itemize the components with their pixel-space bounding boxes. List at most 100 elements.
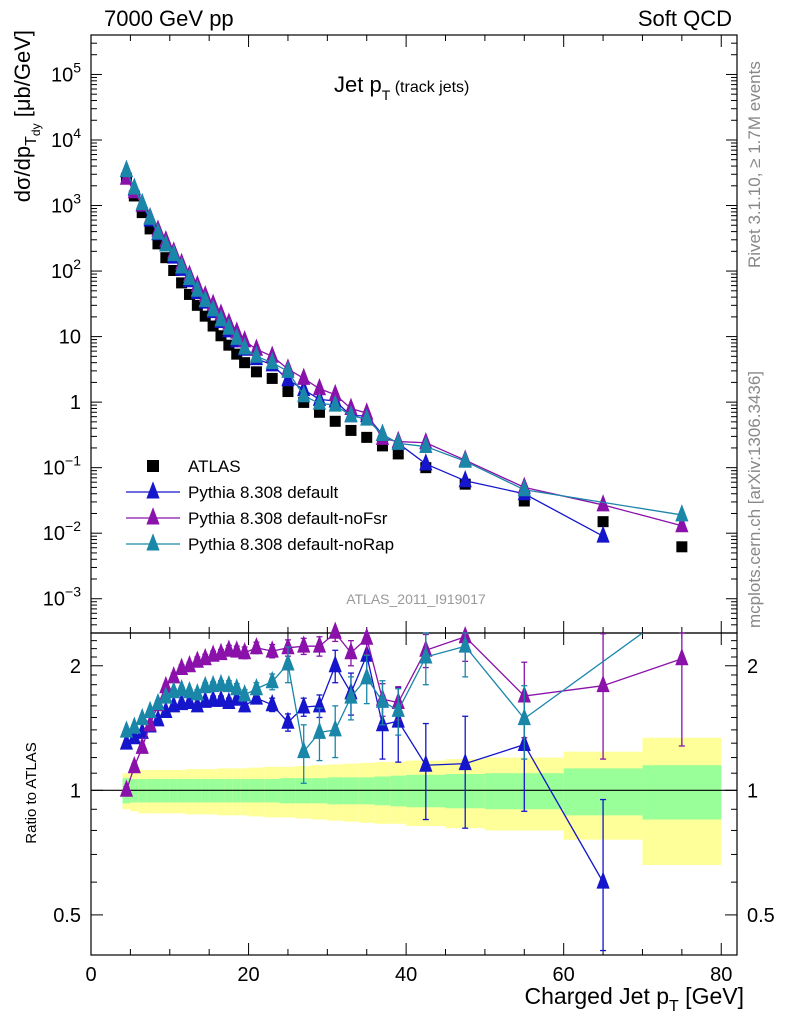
y-tick-label: 10 (59, 327, 81, 349)
ratio-point (297, 740, 311, 759)
y-tick-label: 10−3 (43, 584, 81, 611)
legend-label: Pythia 8.308 default-noFsr (188, 509, 388, 528)
ratio-y-tick-label: 1 (70, 780, 81, 802)
data-point (199, 310, 211, 322)
data-point (222, 317, 236, 335)
legend-label: Pythia 8.308 default (188, 483, 339, 502)
ratio-point (328, 654, 342, 673)
data-point (313, 406, 325, 418)
ratio-point (214, 673, 228, 692)
data-point (597, 516, 609, 528)
data-point (215, 330, 227, 342)
data-point (168, 264, 180, 276)
ratio-point (159, 675, 173, 694)
x-tick-label: 40 (395, 964, 417, 986)
ratio-point (143, 700, 157, 719)
ratio-point (360, 627, 374, 645)
ratio-point (360, 667, 374, 685)
ratio-point (151, 709, 165, 727)
ratio-point (174, 678, 189, 697)
data-point (238, 337, 252, 355)
ratio-point (127, 726, 141, 745)
ratio-point (238, 641, 252, 660)
data-point (328, 394, 342, 412)
data-point (375, 423, 390, 442)
data-point (675, 514, 689, 533)
data-point (360, 408, 374, 426)
data-point (266, 372, 278, 384)
data-point (281, 360, 295, 378)
data-point (119, 159, 134, 178)
data-point (676, 541, 688, 553)
data-point (517, 478, 531, 497)
data-point (239, 357, 251, 369)
ratio-point (265, 670, 279, 689)
ratio-y-tick-label: 2 (747, 656, 758, 678)
ratio-point (238, 684, 252, 702)
data-point (675, 504, 689, 522)
y-axis-label: dσ/dpTdy [μb/GeV] (10, 30, 43, 202)
series-3 (119, 159, 689, 522)
data-point (376, 440, 388, 452)
data-point (231, 348, 243, 360)
main-plot-series (119, 159, 689, 553)
legend-marker (146, 481, 160, 499)
data-point (282, 386, 294, 398)
data-point (345, 424, 357, 436)
ratio-y-tick-label: 2 (70, 656, 81, 678)
data-point (297, 367, 311, 385)
ratio-point (596, 871, 610, 889)
legend: ATLAS Pythia 8.308 default Pythia 8.308 de… (126, 457, 394, 554)
data-point (183, 288, 195, 300)
ratio-point (127, 755, 141, 774)
ratio-point (375, 690, 390, 708)
series-line (125, 170, 604, 537)
ratio-point (675, 647, 689, 666)
ratio-point (312, 635, 327, 653)
data-point (298, 396, 310, 408)
legend-label: Pythia 8.308 default-noRap (188, 535, 394, 554)
x-tick-label: 20 (237, 964, 259, 986)
data-point (344, 404, 358, 423)
ratio-point (159, 700, 173, 719)
data-point (392, 448, 404, 460)
data-point (214, 309, 228, 327)
ratio-y-tick-label: 0.5 (53, 905, 81, 927)
plot-titles: Jet pT (track jets) ATLAS_2011_I919017 dσ/… (10, 30, 744, 1015)
ratio-point (119, 779, 134, 797)
legend-marker (146, 533, 160, 551)
main-plot-axes: 10−3 10−2 10−1 1 10 102 103 104 105 (43, 34, 738, 634)
energy-label: 7000 GeV pp (104, 6, 234, 31)
y-tick-label: 10−2 (43, 518, 81, 545)
ratio-point (312, 721, 327, 739)
data-point (249, 345, 264, 363)
y-tick-label: 103 (51, 191, 81, 218)
data-point (160, 252, 172, 264)
data-point (136, 207, 148, 219)
ratio-point (222, 674, 236, 693)
y-tick-label: 1 (70, 392, 81, 414)
x-tick-label: 60 (553, 964, 575, 986)
data-point (361, 431, 373, 443)
y-tick-label: 102 (51, 256, 81, 283)
data-point (127, 177, 141, 195)
ratio-point (344, 641, 358, 660)
ratio-frame (90, 632, 738, 956)
ratio-point (182, 681, 197, 699)
data-point (207, 320, 219, 332)
ratio-point (127, 716, 141, 734)
data-point (191, 299, 203, 311)
data-point (419, 435, 433, 454)
ratio-y-axis-label: Ratio to ATLAS (23, 742, 40, 843)
ratio-point (419, 754, 433, 772)
ratio-uncertainty-bands (91, 737, 737, 866)
data-point (182, 267, 197, 285)
ratio-point (297, 635, 311, 653)
ratio-point (230, 640, 244, 658)
ratio-point (458, 752, 472, 771)
y-tick-label: 105 (51, 59, 81, 86)
data-point (223, 339, 235, 351)
data-point (198, 289, 212, 308)
analysis-watermark: ATLAS_2011_I919017 (346, 591, 486, 607)
ratio-point (135, 736, 149, 754)
